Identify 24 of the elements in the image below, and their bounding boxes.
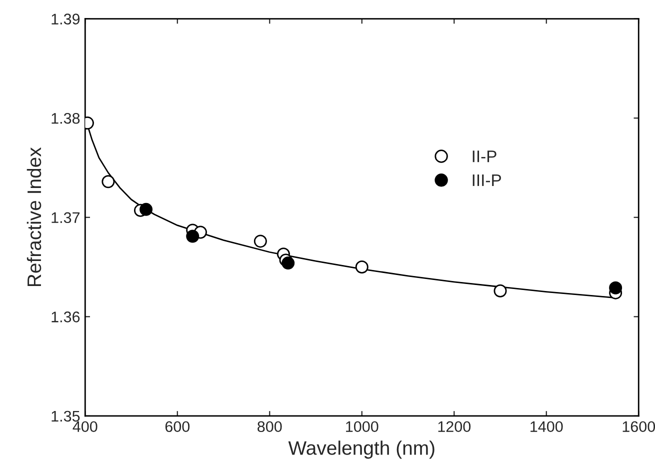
point: [609, 281, 622, 294]
x-tick-label: 800: [258, 421, 282, 432]
y-tick-label: 1.39: [52, 14, 80, 24]
x-tick-label: 400: [72, 421, 98, 432]
y-tick-label: 1.37: [52, 212, 80, 224]
point: [355, 260, 368, 274]
point: [140, 202, 153, 216]
point: [186, 230, 200, 243]
x-tick-label: 1200: [438, 421, 471, 432]
x-tick-label: 1000: [346, 421, 378, 432]
point: [254, 234, 267, 248]
x-axis-title: Wavelength (nm): [288, 440, 434, 459]
x-tick-label: 1600: [622, 421, 655, 432]
y-axis-title: Refractive Index: [26, 147, 42, 286]
legend-label: II-P: [472, 150, 496, 162]
point: [282, 256, 295, 270]
y-tick-label: 1.38: [52, 112, 80, 124]
y-tick-label: 1.35: [52, 410, 80, 422]
y-tick-label: 1.36: [52, 312, 80, 322]
point: [494, 284, 507, 298]
x-tick-label: 600: [165, 421, 190, 432]
legend-label: III-P: [472, 174, 501, 186]
point: [102, 175, 115, 188]
x-tick-label: 1400: [530, 421, 563, 432]
